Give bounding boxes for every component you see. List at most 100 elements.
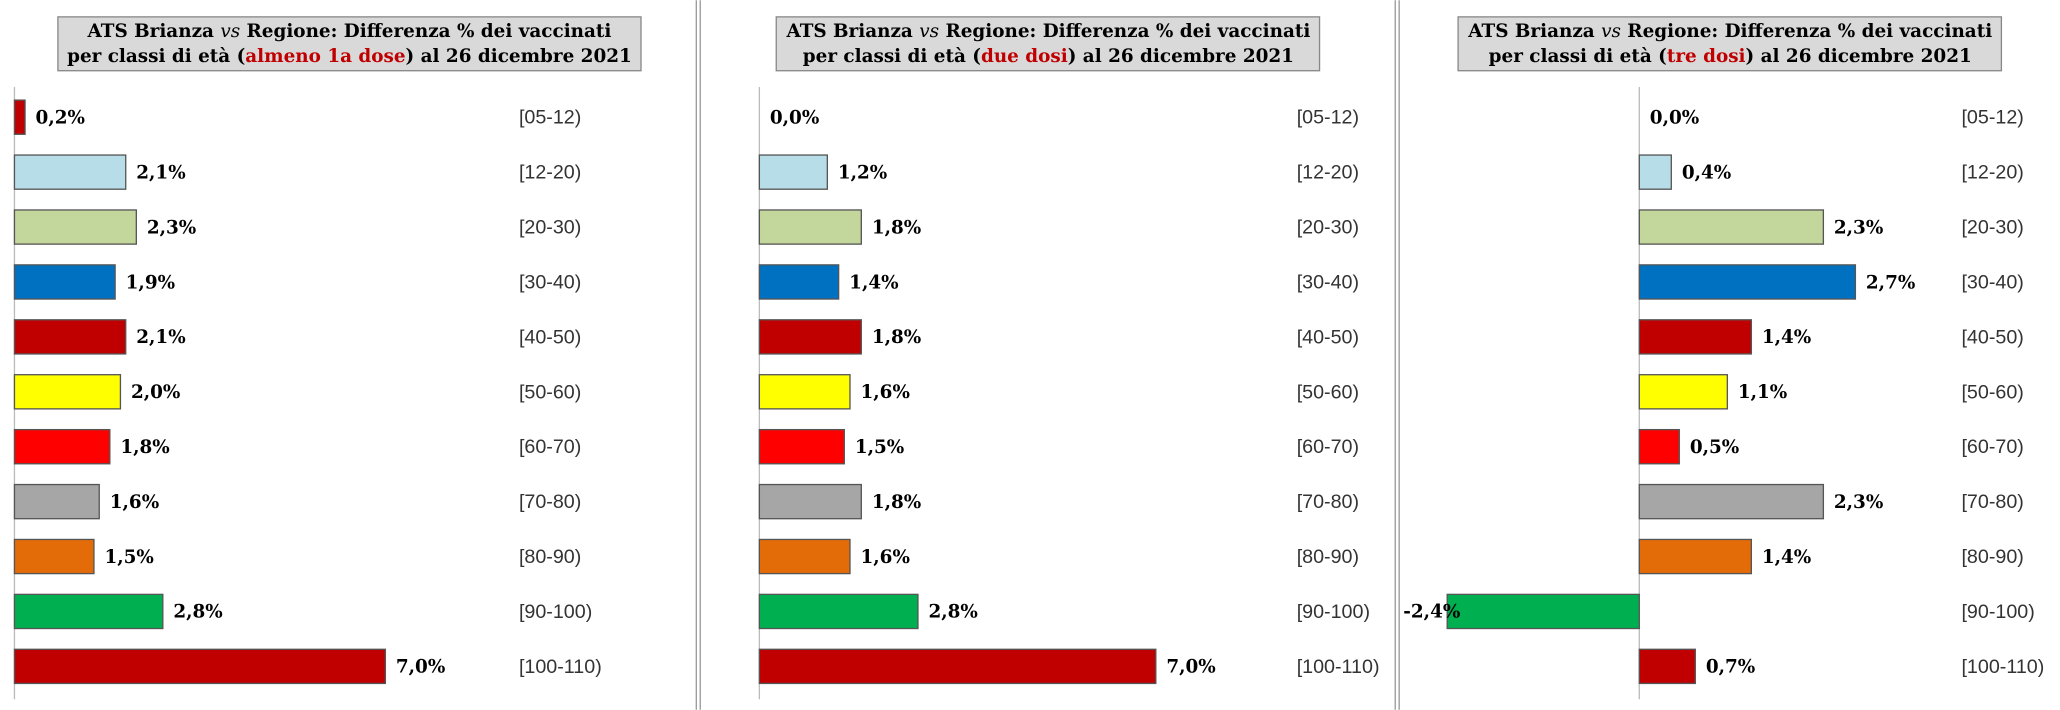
bar [758,428,845,465]
category-label: [05-12) [1961,107,2023,129]
value-label: 1,5% [855,437,905,458]
title-box [57,16,642,72]
title-part: per classi di età ( [803,46,981,67]
value-label: 1,8% [872,217,922,238]
value-label: 0,7% [1706,657,1756,678]
category-label: [90-100) [1297,601,1370,623]
value-label: 2,8% [173,602,223,623]
category-label: [70-80) [1297,491,1359,513]
bar [13,374,122,410]
title-part: per classi di età ( [67,46,245,67]
category-label: [60-70) [1961,436,2023,458]
value-label: -2,4% [1403,602,1461,623]
value-label: 1,5% [104,547,154,568]
value-label: 0,0% [1650,108,1700,129]
title-part: ATS Brianza [87,21,221,42]
category-label: [50-60) [519,381,581,403]
title-part: ATS Brianza [1467,21,1601,42]
value-label: 0,5% [1690,437,1740,458]
value-label: 1,6% [110,492,160,513]
title-part: tre dosi [1667,46,1746,67]
title-part: Regione: Differenza % dei vaccinati [240,21,611,42]
bar [1638,428,1680,465]
value-label: 2,8% [928,602,978,623]
chart-title: ATS Brianza vs Regione: Differenza % dei… [1457,16,2003,72]
category-label: [100-110) [519,656,602,678]
category-label: [40-50) [1961,326,2023,348]
bar [1638,319,1753,355]
bar [13,99,26,135]
category-label: [60-70) [519,436,581,458]
bar [13,264,116,300]
chart-title: ATS Brianza vs Regione: Differenza % dei… [57,16,642,72]
bar [758,538,851,575]
bar [758,154,828,190]
title-box [775,16,1321,72]
value-label: 2,3% [147,217,197,238]
bar [13,154,127,190]
category-label: [30-40) [1297,271,1359,293]
bar [13,648,387,685]
category-label: [100-110) [1961,656,2044,678]
value-label: 1,9% [126,272,176,293]
title-part: Regione: Differenza % dei vaccinati [939,21,1310,42]
title-part: vs [919,21,939,42]
category-label: [40-50) [519,326,581,348]
category-label: [20-30) [1961,217,2023,239]
title-box [1457,16,2003,72]
title-line: per classi di età (almeno 1a dose) al 26… [67,46,632,67]
bar [758,483,862,520]
title-part: ) al 26 dicembre 2021 [1068,46,1294,67]
value-label: 0,2% [36,108,86,129]
value-label: 2,3% [1834,217,1884,238]
value-label: 2,7% [1866,272,1916,293]
category-label: [80-90) [519,546,581,568]
bar [758,648,1157,685]
bar [1638,648,1696,685]
bar [1638,374,1728,410]
value-label: 1,6% [860,382,910,403]
value-label: 1,8% [872,492,922,513]
bar [13,428,111,465]
title-part: due dosi [981,46,1068,67]
category-label: [05-12) [1297,107,1359,129]
value-label: 0,4% [1682,162,1732,183]
bar [1446,593,1640,630]
category-label: [30-40) [519,271,581,293]
category-label: [70-80) [519,491,581,513]
category-label: [80-90) [1961,546,2023,568]
bar [758,319,862,355]
title-part: almeno 1a dose [245,46,405,67]
category-label: [90-100) [519,601,592,623]
category-label: [20-30) [1297,217,1359,239]
category-label: [90-100) [1961,601,2034,623]
title-line: ATS Brianza vs Regione: Differenza % dei… [785,21,1310,42]
value-label: 1,4% [849,272,899,293]
category-label: [50-60) [1961,381,2023,403]
bar [13,319,127,355]
category-label: [12-20) [1961,162,2023,184]
category-label: [80-90) [1297,546,1359,568]
category-label: [70-80) [1961,491,2023,513]
value-label: 1,8% [872,327,922,348]
bar [13,593,164,630]
title-part: per classi di età ( [1489,46,1667,67]
value-label: 2,1% [136,162,186,183]
category-label: [12-20) [519,162,581,184]
bar [1638,264,1857,300]
bar [1638,154,1672,190]
category-label: [60-70) [1297,436,1359,458]
value-label: 1,4% [1762,547,1812,568]
title-part: ) al 26 dicembre 2021 [1746,46,1972,67]
category-label: [05-12) [519,107,581,129]
title-part: vs [1601,21,1621,42]
bar [1638,483,1825,520]
bar [758,374,851,410]
value-label: 2,1% [136,327,186,348]
value-label: 1,2% [838,162,888,183]
bar [758,264,840,300]
title-line: ATS Brianza vs Regione: Differenza % dei… [1467,21,1992,42]
title-line: per classi di età (tre dosi) al 26 dicem… [1489,46,1972,67]
value-label: 2,3% [1834,492,1884,513]
